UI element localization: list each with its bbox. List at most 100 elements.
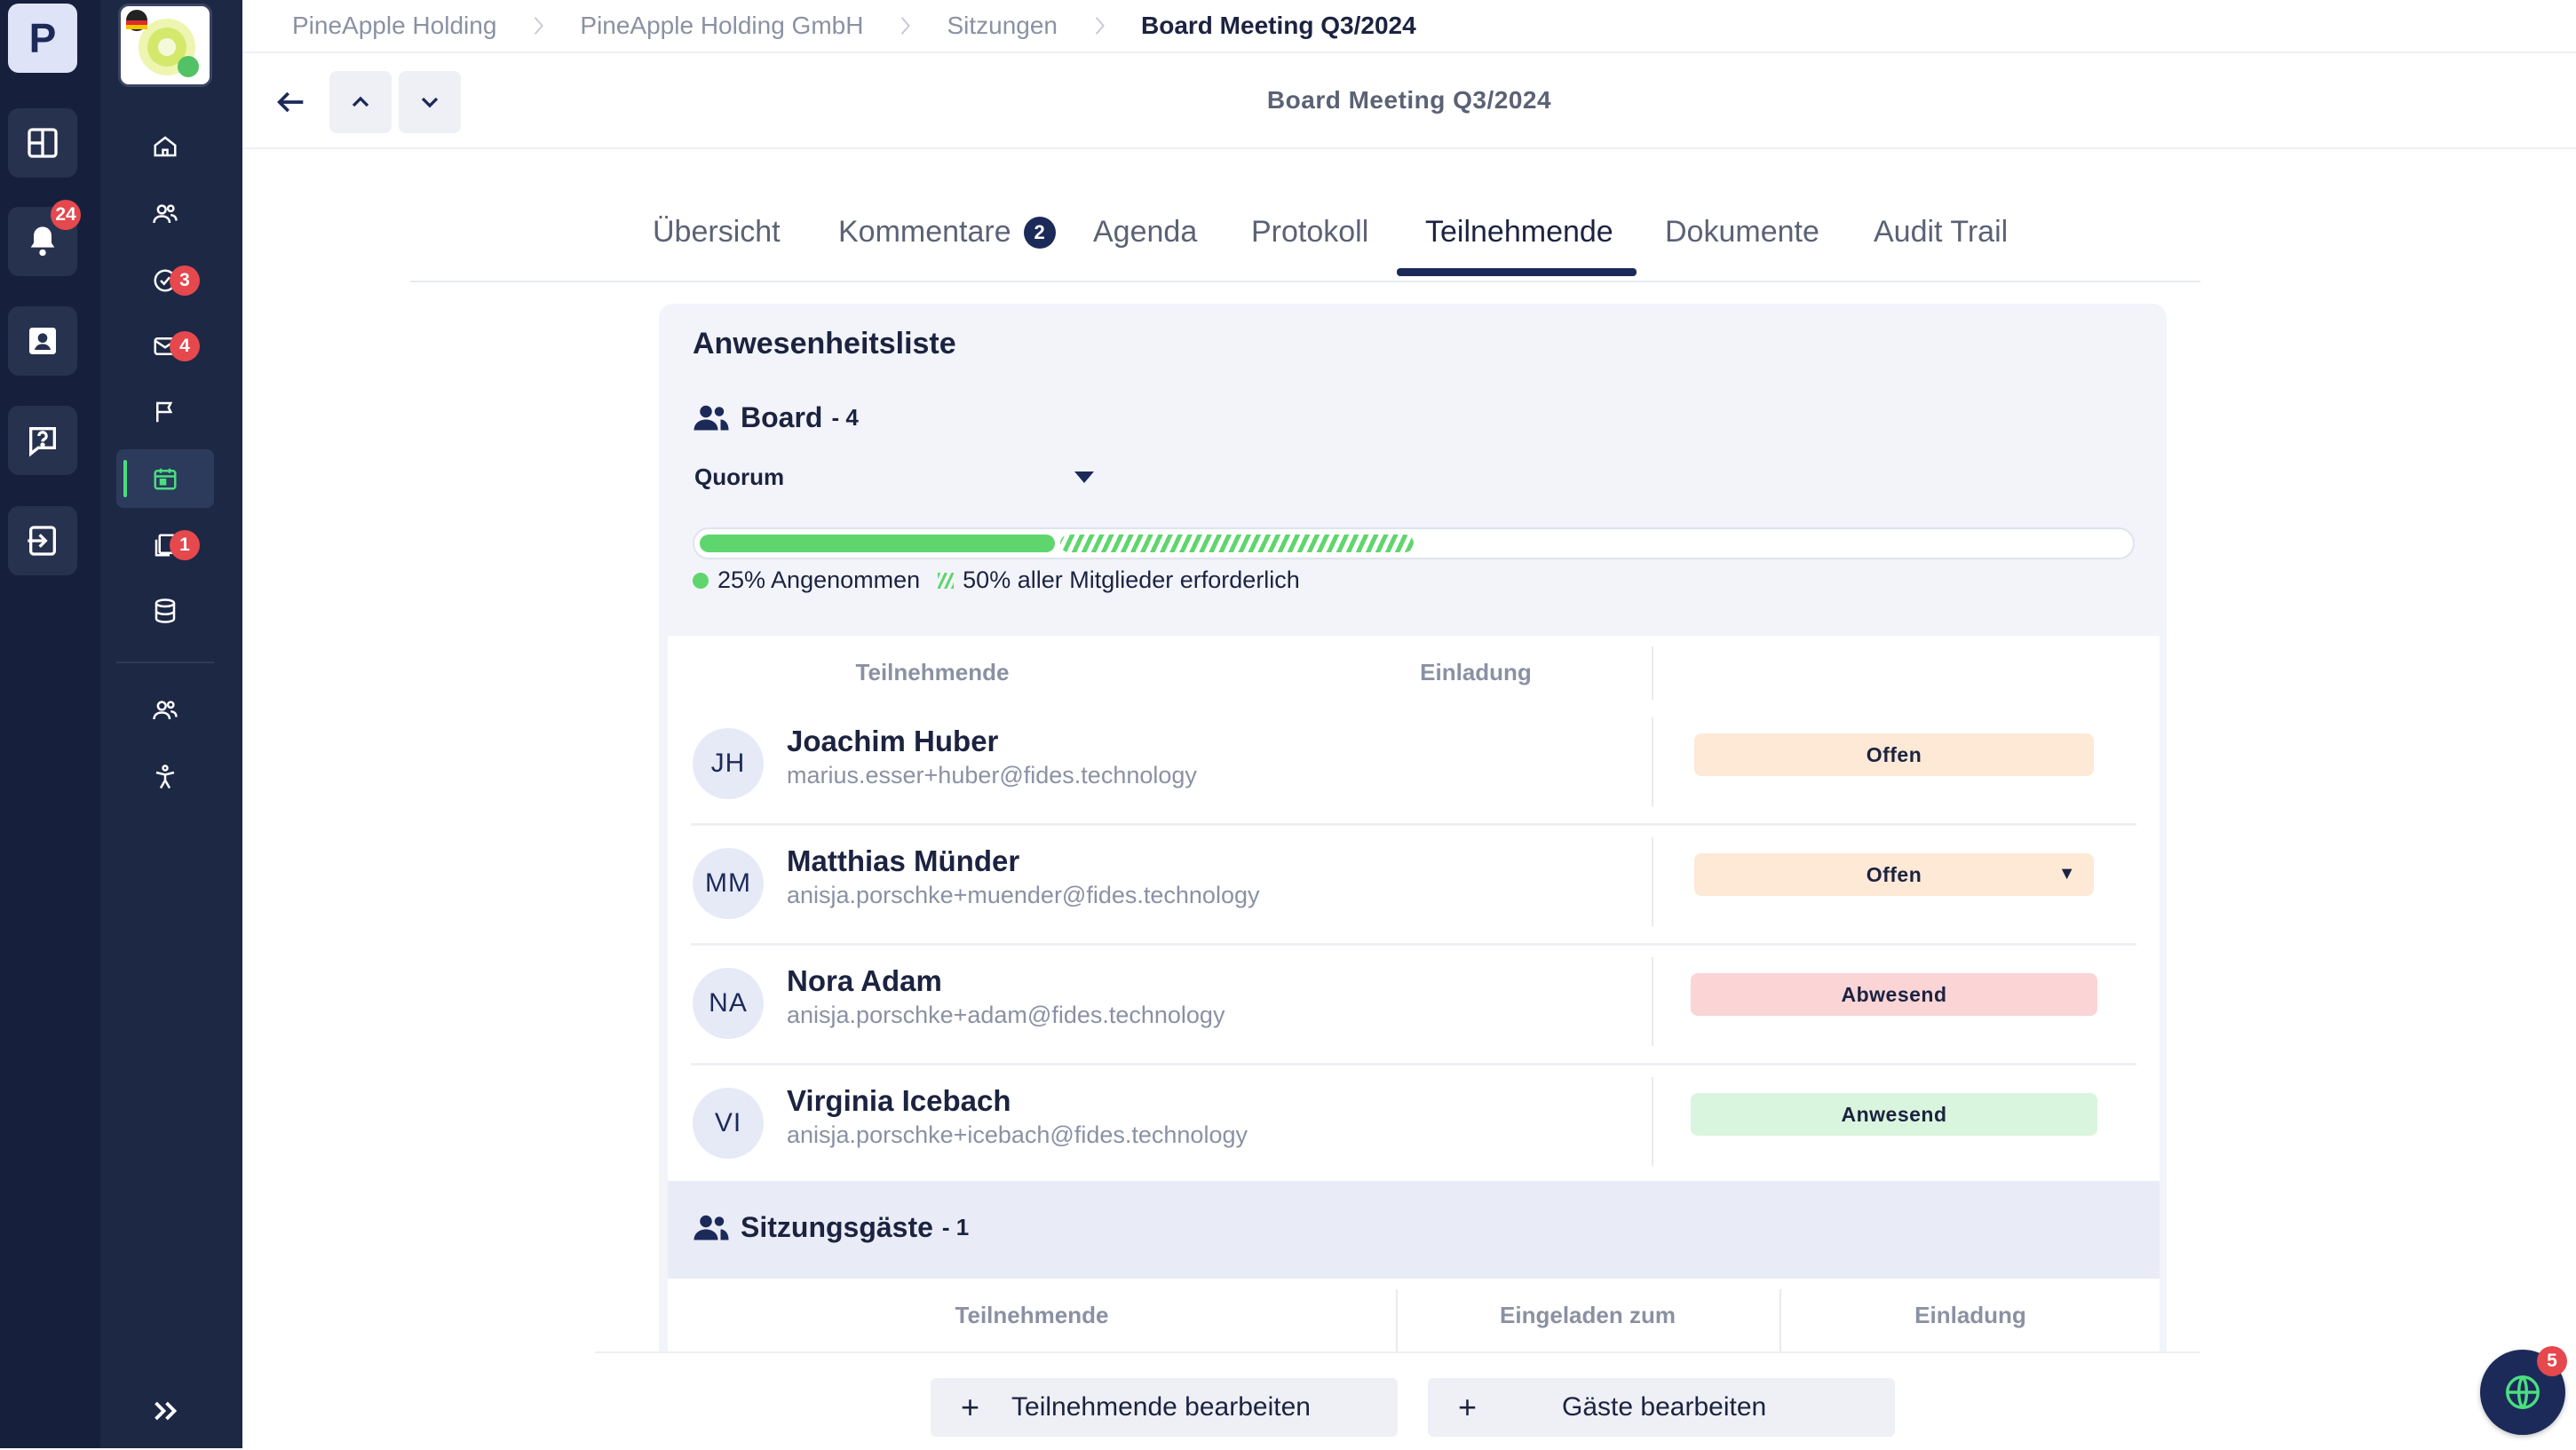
contact-card-icon <box>29 328 56 354</box>
participant-name: Virginia Icebach <box>787 1084 1011 1117</box>
sidebar-item-people[interactable] <box>116 185 214 243</box>
users-icon <box>153 204 178 224</box>
participant-name: Joachim Huber <box>787 725 999 757</box>
table-row: NA Nora Adam anisja.porschke+adam@fides.… <box>691 947 2136 1066</box>
breadcrumb-current: Board Meeting Q3/2024 <box>1141 12 1416 39</box>
board-group-name: Board <box>741 401 823 433</box>
plus-icon: + <box>961 1389 980 1425</box>
column-divider <box>1779 1289 1781 1369</box>
quorum-required-fill <box>1060 535 1414 552</box>
next-button[interactable] <box>399 71 461 133</box>
participant-email: anisja.porschke+icebach@fides.technology <box>787 1121 1248 1148</box>
required-hatch-icon <box>938 572 955 589</box>
comments-count-badge: 2 <box>1023 216 1056 249</box>
invitation-status-badge[interactable]: Offen <box>1694 733 2094 776</box>
sidebar-item-messages[interactable]: 4 <box>116 317 214 376</box>
sidebar-item-meetings[interactable] <box>116 449 214 508</box>
avatar: VI <box>693 1088 764 1159</box>
bell-icon <box>30 226 55 257</box>
arrow-left-icon <box>277 91 304 113</box>
sidebar-item-database[interactable] <box>116 582 214 640</box>
tab-participants[interactable]: Teilnehmende <box>1425 215 1613 249</box>
documents-badge: 1 <box>170 530 200 560</box>
board-group-header: Board - 4 <box>693 401 859 434</box>
help-button[interactable] <box>8 406 77 475</box>
page-title: Board Meeting Q3/2024 <box>1266 86 1552 114</box>
app-logo[interactable]: P <box>8 4 77 73</box>
calendar-icon <box>154 468 177 490</box>
sidebar-item-tasks[interactable]: 3 <box>116 251 214 310</box>
chevron-right-icon <box>895 13 915 38</box>
sidebar-divider <box>116 662 214 663</box>
sidebar-item-accessibility[interactable] <box>116 748 214 806</box>
edit-guests-label: Gäste bearbeiten <box>1562 1392 1767 1422</box>
tab-audit-trail[interactable]: Audit Trail <box>1874 215 2009 249</box>
previous-button[interactable] <box>329 71 392 133</box>
attendance-title: Anwesenheitsliste <box>693 327 956 361</box>
tab-minutes[interactable]: Protokoll <box>1251 215 1369 249</box>
tab-comments[interactable]: Kommentare 2 <box>838 215 1056 250</box>
table-row: JH Joachim Huber marius.esser+huber@fide… <box>691 707 2136 826</box>
back-button[interactable] <box>260 71 322 133</box>
quorum-progress-bar <box>693 527 2135 559</box>
dashboard-button[interactable] <box>8 108 77 178</box>
invitation-status-badge[interactable]: Abwesend <box>1691 973 2097 1016</box>
sidebar-item-team[interactable] <box>116 681 214 740</box>
column-divider <box>1652 957 1653 1046</box>
attendance-card: Anwesenheitsliste Board - 4 Quorum 25% A… <box>659 304 2167 1369</box>
breadcrumb-item[interactable]: PineApple Holding <box>292 12 497 39</box>
table-row: VI Virginia Icebach anisja.porschke+iceb… <box>691 1066 2136 1185</box>
column-divider <box>1396 1289 1398 1369</box>
active-tab-indicator <box>1397 268 1637 276</box>
participant-name: Matthias Münder <box>787 844 1020 877</box>
team-icon <box>153 701 178 720</box>
guests-group-header: Sitzungsgäste - 1 <box>693 1211 969 1244</box>
edit-guests-button[interactable]: + Gäste bearbeiten <box>1428 1378 1895 1437</box>
guests-group-count: - 1 <box>941 1214 970 1240</box>
sidebar-item-home[interactable] <box>116 117 214 176</box>
row-divider <box>691 1063 2136 1066</box>
invitation-status-select[interactable]: Offen ▼ <box>1694 853 2094 896</box>
breadcrumb-item[interactable]: Sitzungen <box>947 12 1058 39</box>
tasks-badge: 3 <box>170 265 200 296</box>
chevron-down-icon <box>421 97 439 108</box>
chevron-right-icon <box>1090 13 1109 38</box>
guests-group-band: Sitzungsgäste - 1 <box>668 1181 2160 1279</box>
breadcrumb-item[interactable]: PineApple Holding GmbH <box>580 12 864 39</box>
avatar: NA <box>693 968 764 1039</box>
toolbar: Board Meeting Q3/2024 <box>242 53 2576 149</box>
notifications-button[interactable]: 24 <box>8 200 81 276</box>
caret-down-icon <box>1074 471 1094 483</box>
login-icon <box>28 526 56 556</box>
caret-down-icon: ▼ <box>2057 864 2076 883</box>
avatar: MM <box>693 848 764 919</box>
column-divider <box>1652 646 1653 700</box>
layout-icon <box>28 128 58 158</box>
participant-email: anisja.porschke+adam@fides.technology <box>787 1002 1225 1028</box>
plus-icon: + <box>1458 1389 1478 1425</box>
chevrons-right-icon <box>155 1401 178 1421</box>
row-divider <box>691 943 2136 946</box>
company-logo[interactable] <box>118 4 212 87</box>
contacts-button[interactable] <box>8 306 77 376</box>
quorum-legend: 25% Angenommen 50% aller Mitglieder erfo… <box>693 567 1300 594</box>
sidebar-expand-button[interactable] <box>116 1382 214 1440</box>
edit-participants-button[interactable]: + Teilnehmende bearbeiten <box>931 1378 1398 1437</box>
sidebar-item-documents[interactable]: 1 <box>116 516 214 574</box>
users-icon <box>694 1215 729 1240</box>
tab-agenda[interactable]: Agenda <box>1093 215 1198 249</box>
avatar: JH <box>693 728 764 799</box>
logout-button[interactable] <box>8 506 77 575</box>
tab-overview[interactable]: Übersicht <box>653 215 781 249</box>
table-row: MM Matthias Münder anisja.porschke+muend… <box>691 827 2136 946</box>
invitation-status-badge[interactable]: Anwesend <box>1691 1093 2097 1136</box>
chevron-up-icon <box>352 96 369 107</box>
quorum-accepted-fill <box>700 535 1055 552</box>
board-group-count: - 4 <box>831 404 859 431</box>
help-widget-button[interactable]: 5 <box>2480 1346 2567 1435</box>
quorum-select[interactable]: Quorum <box>694 464 1094 491</box>
column-header-participants: Teilnehmende <box>855 659 1010 685</box>
tab-documents[interactable]: Dokumente <box>1665 215 1819 249</box>
help-icon <box>29 427 56 457</box>
sidebar-item-decisions[interactable] <box>116 383 214 441</box>
